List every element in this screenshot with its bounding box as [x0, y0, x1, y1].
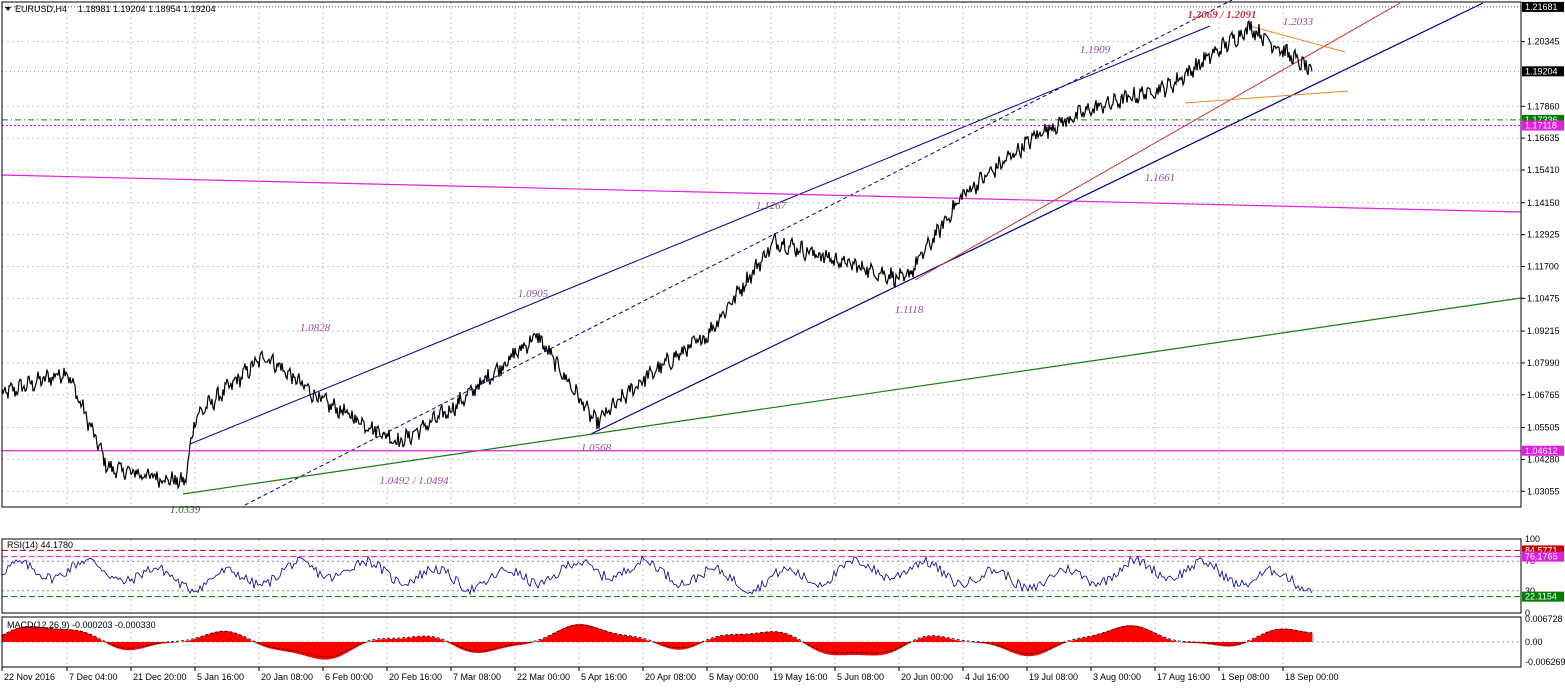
macd-tick-label: -0.006269	[1525, 657, 1565, 667]
price-tick-label: 1.17860	[1527, 101, 1560, 111]
price-tick-label: 1.03055	[1527, 486, 1560, 496]
price-annotation: 1.1118	[895, 304, 924, 316]
time-tick-label: 7 Mar 08:00	[453, 672, 501, 682]
rsi-tag-label: 84.5771	[1525, 545, 1558, 555]
price-tick-label: 1.20345	[1527, 37, 1560, 47]
channel-upper-line	[189, 25, 1211, 445]
price-tick-label: 1.16635	[1527, 133, 1560, 143]
time-tick-label: 20 Apr 08:00	[645, 672, 696, 682]
green-trend-line	[182, 297, 1522, 495]
price-annotation: 1.0339	[170, 504, 201, 516]
trend-lines	[1, 0, 1522, 506]
price-tag-label: 1.17336	[1525, 115, 1558, 125]
price-tag	[1522, 120, 1564, 131]
panel-frame	[1, 538, 1522, 614]
orange-upper-line	[1249, 25, 1346, 53]
ohlc-readout: 1.18981 1.19204 1.18954 1.19204	[78, 4, 216, 14]
time-tick-label: 5 Apr 16:00	[581, 672, 627, 682]
panel-frame	[1, 616, 1522, 668]
panel-frame	[1, 1, 1522, 508]
price-annotation: 1.0492 / 1.0494	[379, 475, 449, 487]
rsi-tag	[1522, 591, 1564, 602]
macd-title: MACD(12,26,9) -0.000203 -0.000330	[7, 620, 156, 630]
price-tag	[1522, 445, 1564, 456]
price-tick-label: 1.06765	[1527, 390, 1560, 400]
rsi-line	[1, 555, 1313, 596]
collapse-triangle-icon[interactable]	[5, 7, 11, 11]
time-tick-label: 18 Sep 00:00	[1285, 672, 1339, 682]
price-annotation: 1.2069 / 1.2091	[1187, 9, 1256, 21]
rsi-tick-label: 30	[1525, 586, 1535, 596]
symbol-label: EURUSD,H4	[15, 4, 67, 14]
price-tick-label: 1.04280	[1527, 454, 1560, 464]
time-tick-label: 17 Aug 16:00	[1157, 672, 1210, 682]
price-tag-label: 1.17118	[1525, 121, 1557, 131]
price-series	[1, 20, 1313, 490]
price-axis[interactable]: 1.20345 1.17860 1.16635 1.15410 1.14150 1.129…	[1521, 1, 1565, 667]
rsi-tag-label: 76.1765	[1525, 552, 1558, 562]
time-tick-label: 1 Sep 08:00	[1221, 672, 1270, 682]
price-tick-label: 1.09215	[1527, 326, 1560, 336]
panel-frames	[1, 1, 1522, 668]
rsi-panel	[1, 549, 1521, 598]
price-annotation: 1.2033	[1283, 16, 1314, 28]
time-tick-label: 6 Feb 00:00	[325, 672, 373, 682]
time-tick-label: 21 Dec 20:00	[133, 672, 187, 682]
time-tick-label: 7 Dec 04:00	[69, 672, 118, 682]
price-tag-label: 1.04612	[1525, 446, 1558, 456]
time-tick-label: 19 May 16:00	[773, 672, 828, 682]
magenta-trend-line	[1, 174, 1522, 213]
time-tick-label: 5 Jan 16:00	[197, 672, 244, 682]
time-tick-label: 22 Nov 2016	[4, 672, 55, 682]
time-tick-label: 20 Jun 00:00	[901, 672, 953, 682]
rsi-tag	[1522, 551, 1564, 562]
time-tick-label: 5 May 00:00	[709, 672, 759, 682]
rsi-tag	[1522, 545, 1564, 556]
price-tick-label: 1.12925	[1527, 230, 1560, 240]
price-tick-label: 1.07990	[1527, 358, 1560, 368]
rsi-tag-label: 22.1154	[1525, 592, 1557, 602]
price-tick-label: 1.15410	[1527, 165, 1560, 175]
price-tag	[1522, 114, 1564, 125]
time-tick-label: 5 Jun 08:00	[837, 672, 884, 682]
macd-tick-label: 0.00	[1525, 637, 1543, 647]
channel-mid-line	[244, 0, 1233, 506]
price-tick-label: 1.14150	[1527, 198, 1560, 208]
time-axis[interactable]: 22 Nov 2016 7 Dec 04:00 21 Dec 20:00 5 Jan …	[1, 667, 1339, 682]
price-tick-label: 1.10475	[1527, 293, 1560, 303]
macd-signal-line	[1, 624, 1313, 658]
price-tick-label: 1.11700	[1527, 261, 1559, 271]
price-tag	[1522, 66, 1564, 77]
rsi-tick-label: 0	[1525, 608, 1530, 618]
macd-panel	[1, 624, 1521, 660]
price-annotation: 1.1661	[1145, 172, 1175, 184]
chart-header: EURUSD,H4 1.18981 1.19204 1.18954 1.1920…	[5, 4, 216, 14]
price-annotation: 1.0568	[581, 442, 612, 454]
time-tick-label: 3 Aug 00:00	[1093, 672, 1141, 682]
rsi-title: RSI(14) 44.1780	[7, 540, 73, 550]
price-tag-label: 1.19204	[1525, 66, 1558, 76]
price-annotations: 1.0339 1.0492 / 1.0494 1.0568 1.0828 1.0905 1…	[157, 9, 1314, 517]
price-tag	[1522, 1, 1564, 12]
channel-lower-line	[590, 2, 1484, 435]
price-annotation: 1.0905	[518, 288, 549, 300]
price-line	[1, 20, 1313, 490]
time-tick-label: 4 Jul 16:00	[965, 672, 1009, 682]
price-tick-label: 1.05505	[1527, 423, 1560, 433]
macd-tick-label: 0.006728	[1525, 614, 1563, 624]
time-tick-label: 20 Jan 08:00	[261, 672, 313, 682]
time-tick-label: 22 Mar 00:00	[517, 672, 570, 682]
orange-lower-line	[1184, 90, 1349, 104]
red-trend-line	[914, 2, 1401, 281]
price-tag-label: 1.21681	[1525, 2, 1558, 12]
time-tick-label: 19 Jul 08:00	[1029, 672, 1078, 682]
rsi-tick-label: 100	[1525, 534, 1540, 544]
time-tick-label: 20 Feb 16:00	[389, 672, 442, 682]
price-annotation: 1.1909	[1080, 44, 1111, 56]
price-annotation: 1.1267	[756, 200, 787, 212]
price-annotation: 1.0828	[300, 322, 331, 334]
